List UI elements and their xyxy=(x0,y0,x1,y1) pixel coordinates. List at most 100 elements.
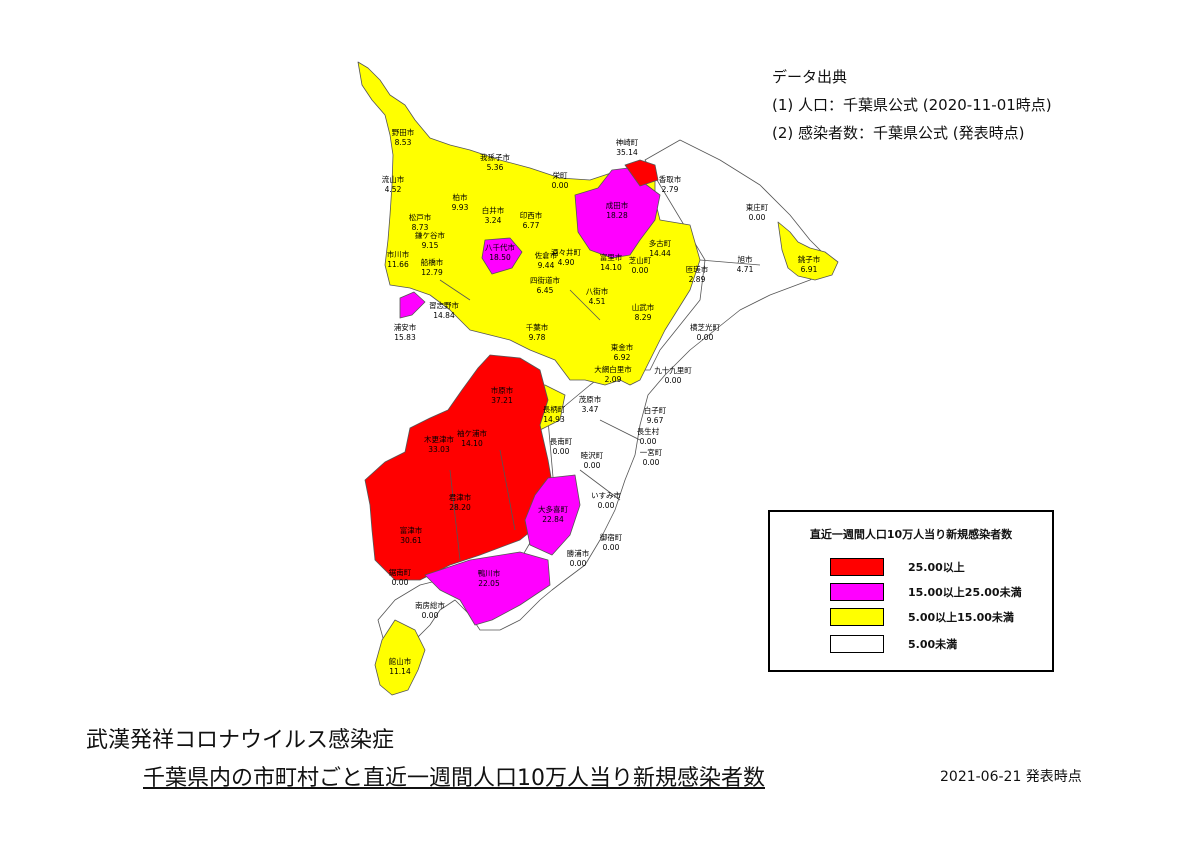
municipality-value: 0.00 xyxy=(665,376,682,385)
municipality-value: 8.53 xyxy=(395,138,412,147)
municipality-value: 14.93 xyxy=(543,415,565,424)
municipality-name: 船橋市 xyxy=(421,257,444,267)
legend-label: 5.00未満 xyxy=(908,638,958,651)
source-line-population: (1) 人口：千葉県公式 (2020-11-01時点) xyxy=(772,96,1052,114)
internal-borders xyxy=(439,259,761,561)
legend-label: 5.00以上15.00未満 xyxy=(908,611,1014,624)
municipality-name: 九十九里町 xyxy=(654,365,692,375)
municipality-name: 白井市 xyxy=(482,205,505,215)
region-red-southwest xyxy=(364,354,556,581)
legend-label: 15.00以上25.00未満 xyxy=(908,586,1022,599)
municipality-name: 山武市 xyxy=(632,302,655,312)
municipality-value: 0.00 xyxy=(553,447,570,456)
municipality-value: 9.93 xyxy=(452,203,469,212)
region-yellow-choshi xyxy=(777,221,839,281)
municipality-name: 匝瑳市 xyxy=(686,264,709,274)
municipality-value: 0.00 xyxy=(697,333,714,342)
municipality-value: 4.52 xyxy=(385,185,402,194)
municipality-name: 大網白里市 xyxy=(594,364,632,374)
municipality-value: 33.03 xyxy=(428,445,450,454)
region-magenta-otaki xyxy=(524,474,581,556)
municipality-value: 6.77 xyxy=(523,221,540,230)
municipality-name: 流山市 xyxy=(382,174,405,184)
region-yellow-tateyama xyxy=(374,619,426,696)
municipality-name: 木更津市 xyxy=(424,434,454,444)
legend-swatch xyxy=(830,583,884,601)
municipality-name: 南房総市 xyxy=(415,600,445,610)
municipality-name: 浦安市 xyxy=(394,322,417,332)
municipality-value: 0.00 xyxy=(552,181,569,190)
region-magenta-urayasu xyxy=(399,291,426,319)
source-heading: データ出典 xyxy=(772,68,848,86)
municipality-name: 八千代市 xyxy=(485,242,515,252)
municipality-name: 八街市 xyxy=(586,286,609,296)
legend-swatch xyxy=(830,608,884,626)
municipality-name: 習志野市 xyxy=(429,300,459,310)
municipality-value: 22.84 xyxy=(542,515,564,524)
municipality-value: 14.84 xyxy=(433,311,455,320)
legend-title: 直近一週間人口10万人当り新規感染者数 xyxy=(809,528,1013,541)
municipality-name: 館山市 xyxy=(389,656,412,666)
municipality-value: 6.91 xyxy=(801,265,818,274)
municipality-name: 銚子市 xyxy=(798,254,821,264)
municipality-value: 9.67 xyxy=(647,416,664,425)
municipality-name: 多古町 xyxy=(649,238,672,248)
municipality-name: 富里市 xyxy=(600,252,623,262)
municipality-value: 0.00 xyxy=(603,543,620,552)
municipality-value: 8.73 xyxy=(412,223,429,232)
municipality-name: 大多喜町 xyxy=(538,504,568,514)
municipality-value: 30.61 xyxy=(400,536,422,545)
municipality-name: 白子町 xyxy=(644,405,667,415)
municipality-name: 佐倉市 xyxy=(535,250,558,260)
municipality-value: 6.45 xyxy=(537,286,554,295)
municipality-value: 4.90 xyxy=(558,258,575,267)
municipality-name: 東金市 xyxy=(611,342,634,352)
municipality-name: 松戸市 xyxy=(409,212,432,222)
municipality-value: 0.00 xyxy=(598,501,615,510)
legend-swatch xyxy=(830,635,884,653)
municipality-name: 鴨川市 xyxy=(478,568,501,578)
municipality-name: 君津市 xyxy=(449,492,472,502)
announcement-date: 2021-06-21 発表時点 xyxy=(940,769,1082,785)
municipality-name: 香取市 xyxy=(659,174,682,184)
municipality-value: 0.00 xyxy=(422,611,439,620)
municipality-name: 市原市 xyxy=(491,385,514,395)
municipality-name: 長生村 xyxy=(637,426,660,436)
municipality-name: 印西市 xyxy=(520,210,543,220)
municipality-value: 14.44 xyxy=(649,249,671,258)
municipality-value: 0.00 xyxy=(749,213,766,222)
region-yellow-north xyxy=(357,61,701,386)
municipality-value: 2.09 xyxy=(605,375,622,384)
municipality-name: 旭市 xyxy=(738,254,753,264)
region-white-base xyxy=(377,139,836,651)
municipality-value: 35.14 xyxy=(616,148,638,157)
municipality-name: 成田市 xyxy=(606,200,629,210)
municipality-value: 14.10 xyxy=(600,263,622,272)
municipality-name: 一宮町 xyxy=(640,447,663,457)
municipality-name: 四街道市 xyxy=(530,275,560,285)
source-line-cases: (2) 感染者数：千葉県公式 (発表時点) xyxy=(772,124,1025,142)
municipality-value: 0.00 xyxy=(570,559,587,568)
municipality-value: 12.79 xyxy=(421,268,443,277)
municipality-value: 0.00 xyxy=(643,458,660,467)
municipality-name: 鋸南町 xyxy=(389,567,412,577)
municipality-name: 千葉市 xyxy=(526,322,549,332)
municipality-name: 睦沢町 xyxy=(581,450,604,460)
municipality-name: 芝山町 xyxy=(629,255,652,265)
municipality-name: 神崎町 xyxy=(616,137,639,147)
municipality-name: 東庄町 xyxy=(746,202,769,212)
municipality-name: 横芝光町 xyxy=(690,322,720,332)
municipality-value: 9.78 xyxy=(529,333,546,342)
region-magenta-narita xyxy=(574,167,661,259)
municipality-value: 4.71 xyxy=(737,265,754,274)
municipality-value: 5.36 xyxy=(487,163,504,172)
municipality-value: 11.66 xyxy=(387,260,409,269)
municipality-value: 9.15 xyxy=(422,241,439,250)
region-magenta-kamogawa xyxy=(424,551,551,626)
municipality-value: 0.00 xyxy=(632,266,649,275)
municipality-value: 0.00 xyxy=(584,461,601,470)
region-magenta-yachiyo xyxy=(481,237,523,275)
municipality-value: 2.79 xyxy=(662,185,679,194)
municipality-name: 野田市 xyxy=(392,127,415,137)
